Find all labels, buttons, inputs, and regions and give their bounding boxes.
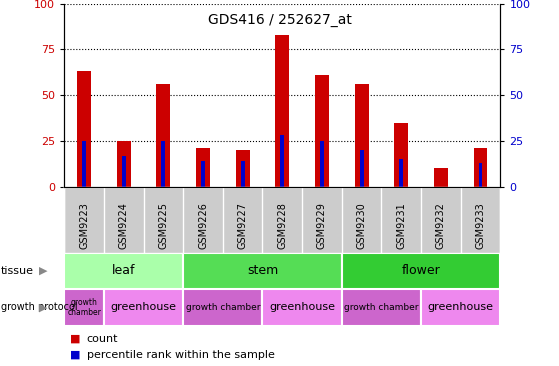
Text: greenhouse: greenhouse [269,302,335,313]
Text: tissue: tissue [1,266,34,276]
Text: ▶: ▶ [39,266,48,276]
Bar [64,253,183,289]
Bar [201,161,205,187]
Text: growth chamber: growth chamber [344,303,419,312]
Text: growth protocol: growth protocol [1,302,78,313]
Bar [434,168,448,187]
Text: ▶: ▶ [39,302,48,313]
Text: GSM9232: GSM9232 [436,202,446,249]
Text: GSM9225: GSM9225 [158,202,168,249]
Bar [157,84,170,187]
Text: GSM9233: GSM9233 [476,202,485,249]
Bar [241,161,245,187]
Bar [276,35,289,187]
Bar [104,289,183,326]
Text: GDS416 / 252627_at: GDS416 / 252627_at [207,13,352,27]
Bar [77,71,91,187]
Bar [263,289,342,326]
Text: GSM9230: GSM9230 [357,202,367,249]
Bar [64,289,104,326]
Bar [394,123,408,187]
Text: growth chamber: growth chamber [186,303,260,312]
Bar [421,289,500,326]
Bar [399,159,403,187]
Bar [315,75,329,187]
Bar [320,141,324,187]
Bar [82,141,86,187]
Bar [162,141,165,187]
Bar [183,289,263,326]
Bar [280,135,285,187]
Bar [354,84,368,187]
Text: leaf: leaf [112,264,135,277]
Text: percentile rank within the sample: percentile rank within the sample [87,350,274,360]
Bar [342,289,421,326]
Bar [117,141,131,187]
Text: greenhouse: greenhouse [428,302,494,313]
Bar [196,148,210,187]
Text: ■: ■ [70,333,80,344]
Text: GSM9227: GSM9227 [238,202,248,249]
Text: flower: flower [402,264,440,277]
Text: GSM9226: GSM9226 [198,202,208,249]
Text: growth
chamber: growth chamber [67,298,101,317]
Text: GSM9228: GSM9228 [277,202,287,249]
Bar [473,148,487,187]
Bar [122,156,126,187]
Bar [359,150,363,187]
Text: greenhouse: greenhouse [111,302,177,313]
Text: GSM9223: GSM9223 [79,202,89,249]
Text: stem: stem [247,264,278,277]
Bar [342,253,500,289]
Bar [236,150,249,187]
Text: GSM9224: GSM9224 [119,202,129,249]
Bar [183,253,342,289]
Bar [479,163,482,187]
Text: GSM9229: GSM9229 [317,202,327,249]
Text: GSM9231: GSM9231 [396,202,406,249]
Text: ■: ■ [70,350,80,360]
Text: count: count [87,333,118,344]
